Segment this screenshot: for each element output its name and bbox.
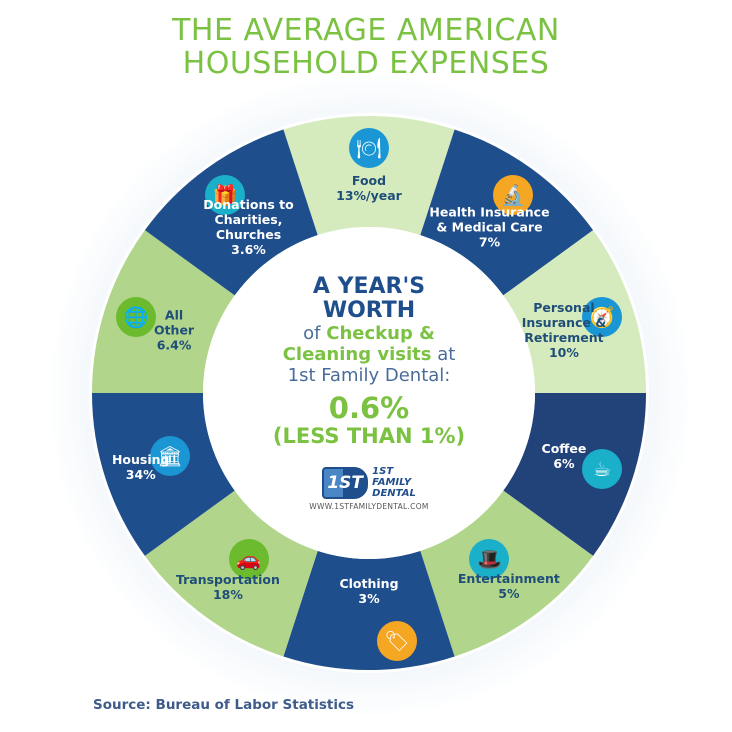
center-checkup: Checkup & (326, 323, 435, 344)
segment-food (283, 115, 455, 236)
segment-name: Insurance & (521, 314, 607, 330)
segment-name: Charities, (214, 212, 283, 228)
center-practice: 1st Family Dental: (287, 365, 451, 386)
segment-name: Food (351, 173, 387, 188)
center-heading-1: A YEAR'S (312, 274, 426, 299)
segment-name: Housing (111, 452, 170, 468)
segment-label: Coffee 6% (542, 441, 587, 471)
center-line-2: Cleaning visits at (219, 344, 519, 365)
logo-text: 1ST FAMILY DENTAL (372, 466, 416, 499)
center-at: at (437, 344, 456, 365)
coffee-cup-icon: ☕ (582, 448, 622, 489)
segment-personal-insurance-retirement (503, 230, 646, 393)
segment-transportation (144, 490, 318, 657)
segment-name: Donations to (203, 197, 294, 213)
car-icon: 🚗 (228, 538, 269, 579)
segment-value: 6% (553, 456, 575, 472)
segment-name: All (164, 307, 184, 323)
source-note: Source: Bureau of Labor Statistics (93, 697, 355, 713)
segment-value: 10% (548, 344, 579, 360)
globe-search-icon: 🌐 (115, 297, 156, 338)
segment-name: Other (153, 322, 195, 338)
title-line-2: HOUSEHOLD EXPENSES (182, 46, 550, 81)
magic-hat-icon: 🎩 (469, 538, 510, 579)
segment-value: 3.6% (231, 242, 266, 258)
building-icon: 🏛 (150, 436, 191, 477)
center-panel: A YEAR'S WORTH of Checkup & Cleaning vis… (219, 274, 519, 512)
logo-line-3: DENTAL (372, 488, 416, 499)
segment-label: Health Insurance & Medical Care 7% (429, 205, 549, 250)
microscope-icon: 🔬 (493, 174, 533, 215)
segment-label: Personal Insurance & Retirement 10% (522, 300, 607, 360)
segment-label: Transportation 18% (176, 572, 280, 602)
segment-label: Clothing 3% (339, 576, 398, 606)
donut-center (203, 227, 535, 559)
center-of: of (303, 323, 321, 344)
segment-name: Retirement (524, 329, 604, 345)
segment-coffee (503, 393, 646, 556)
segment-name: Health Insurance (429, 204, 550, 220)
segment-label: Donations to Charities, Churches 3.6% (203, 197, 293, 257)
segment-value: 5% (498, 585, 520, 601)
segment-all-other (92, 230, 235, 393)
segment-label: Food 13%/year (336, 173, 402, 203)
segment-value: 34% (125, 467, 156, 483)
segment-value: 6.4% (156, 337, 192, 353)
logo-line-1: 1ST (372, 466, 394, 477)
center-less-than: (LESS THAN 1%) (272, 424, 466, 448)
center-value: 0.6% (328, 391, 410, 425)
segment-label: All Other 6.4% (154, 307, 194, 352)
title-line-1: THE AVERAGE AMERICAN (172, 13, 560, 48)
compass-map-icon: 🧭 (582, 297, 622, 338)
logo-mark: 1ST (322, 466, 369, 499)
center-heading-2: WORTH (322, 298, 416, 323)
segment-entertainment (420, 490, 594, 657)
segment-value: 18% (212, 587, 243, 603)
segment-name: Entertainment (457, 570, 560, 586)
segment-name: & Medical Care (436, 219, 543, 235)
gift-icon: 🎁 (204, 174, 245, 215)
logo-line-2: FAMILY (372, 477, 412, 488)
segment-value: 13%/year (336, 188, 402, 203)
price-tag-icon: 🏷 (377, 621, 417, 661)
segment-label: Housing 34% (112, 452, 170, 482)
segment-name: Clothing (339, 576, 399, 591)
center-cleaning: Cleaning visits (282, 344, 432, 365)
segment-name: Churches (215, 227, 282, 243)
segment-name: Personal (533, 299, 595, 315)
segment-name: Coffee (541, 441, 587, 457)
logo-url: WWW.1STFAMILYDENTAL.COM (309, 502, 429, 511)
segment-label: Entertainment 5% (458, 571, 560, 601)
segment-name: Transportation (175, 572, 280, 588)
center-line-1: of Checkup & (219, 323, 519, 344)
company-logo: 1ST 1ST FAMILY DENTAL (219, 466, 519, 499)
segment-value: 7% (478, 234, 501, 250)
page-title: THE AVERAGE AMERICAN HOUSEHOLD EXPENSES (0, 14, 732, 80)
plate-cutlery-icon: 🍽 (349, 128, 389, 168)
segment-value: 3% (358, 591, 380, 606)
